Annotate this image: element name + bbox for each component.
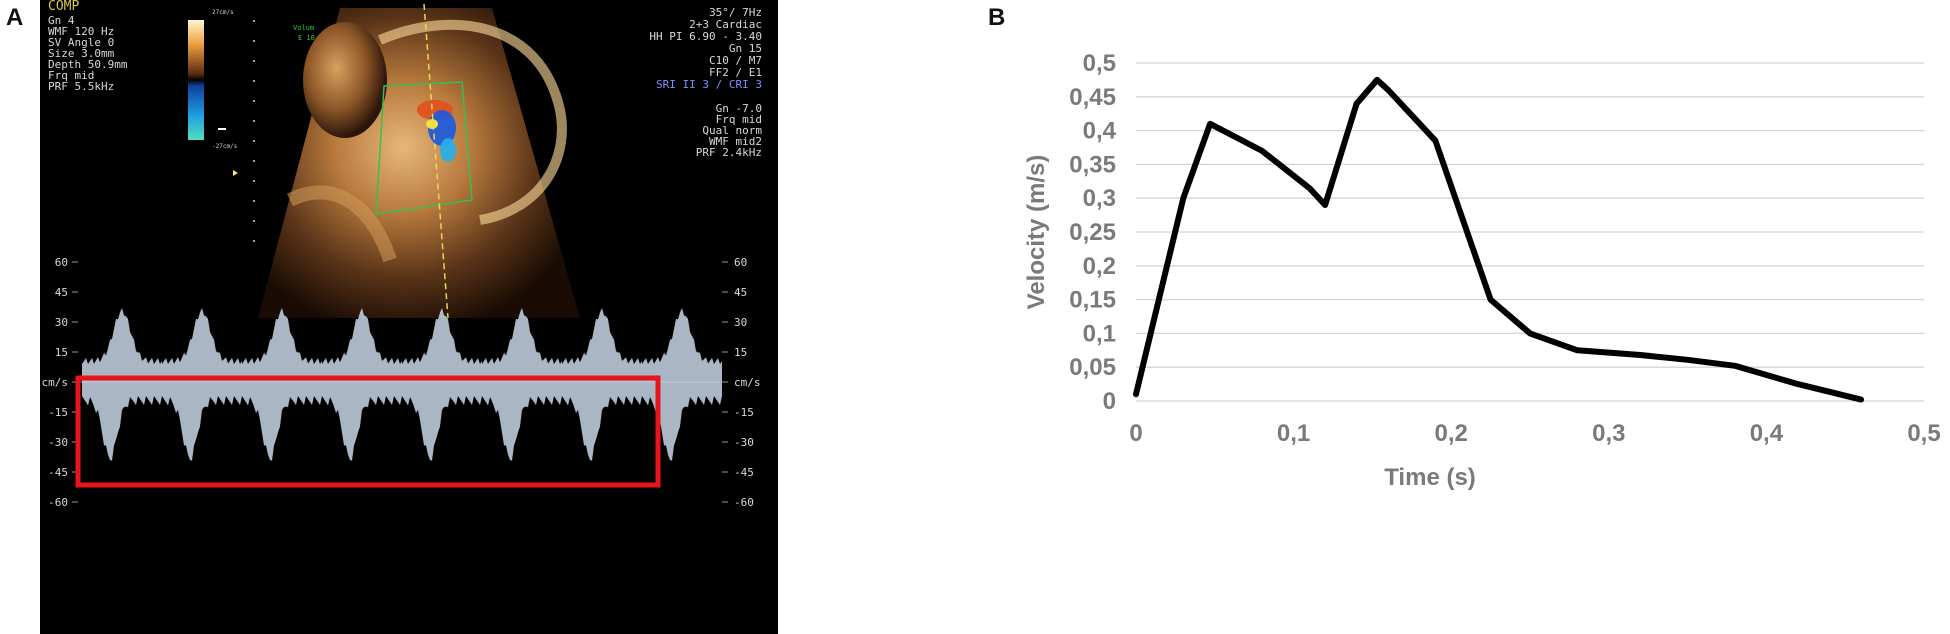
us-setting-right-bottom-0: Gn -7.0 bbox=[716, 102, 762, 115]
doppler-tick-left-8: -60 bbox=[48, 496, 68, 509]
depth-scale-dots bbox=[253, 20, 255, 242]
y-tick-9: 0,45 bbox=[1069, 84, 1116, 111]
doppler-tick-left-6: -30 bbox=[48, 436, 68, 449]
us-setting-right-bottom-2: Qual norm bbox=[702, 124, 762, 137]
color-scale-bar bbox=[188, 20, 204, 140]
fetal-head bbox=[303, 22, 387, 138]
color-scale-bottom-label: -27cm/s bbox=[212, 143, 238, 150]
color-flow-region bbox=[417, 100, 456, 162]
doppler-spectrum bbox=[82, 308, 722, 461]
x-axis-title: Time (s) bbox=[1384, 464, 1476, 491]
x-axis-tick-labels: 0 0,1 0,2 0,3 0,4 0,5 bbox=[1129, 420, 1940, 447]
chart-gridlines bbox=[1136, 62, 1924, 402]
us-setting-left-0: Gn 4 bbox=[48, 14, 75, 27]
y-tick-10: 0,5 bbox=[1083, 50, 1116, 77]
color-doppler-box bbox=[375, 81, 473, 215]
doppler-highlight-box bbox=[75, 375, 661, 488]
velocity-chart: 0 0,05 0,1 0,15 0,2 0,25 0,3 0,35 0,4 0,45 0,5 0 0,… bbox=[1023, 50, 1940, 491]
doppler-tick-right-1: 45 bbox=[734, 286, 747, 299]
doppler-cursor-line bbox=[423, 3, 449, 319]
panel-b-label: B bbox=[988, 4, 1006, 31]
us-setting-right-4: C10 / M7 bbox=[709, 54, 762, 67]
y-tick-2: 0,1 bbox=[1083, 320, 1116, 347]
volume-label-2: E 10 bbox=[298, 34, 315, 42]
doppler-tick-left-1: 45 bbox=[55, 286, 68, 299]
us-setting-left-4: Depth 50.9mm bbox=[48, 58, 128, 71]
doppler-tick-left-7: -45 bbox=[48, 466, 68, 479]
us-setting-left-3: Size 3.0mm bbox=[48, 47, 115, 60]
doppler-tick-right-8: -60 bbox=[734, 496, 754, 509]
y-tick-6: 0,3 bbox=[1083, 185, 1116, 212]
y-axis-title: Velocity (m/s) bbox=[1023, 155, 1050, 310]
us-setting-right-bottom-3: WMF mid2 bbox=[709, 135, 762, 148]
us-setting-right-5: FF2 / E1 bbox=[709, 66, 762, 79]
volume-label-1: Volum bbox=[293, 24, 314, 32]
doppler-tick-right-2: 30 bbox=[734, 316, 747, 329]
y-tick-0: 0 bbox=[1103, 388, 1116, 415]
y-tick-3: 0,15 bbox=[1069, 287, 1116, 314]
us-setting-right-bottom-1: Frq mid bbox=[716, 113, 762, 126]
velocity-series-line bbox=[1133, 76, 1864, 403]
us-title: COMP bbox=[48, 0, 79, 14]
y-tick-7: 0,35 bbox=[1069, 151, 1116, 178]
us-setting-left-2: SV Angle 0 bbox=[48, 36, 114, 49]
panel-a-label: A bbox=[6, 4, 24, 31]
us-setting-left-5: Frq mid bbox=[48, 69, 94, 82]
doppler-tick-right-5: -15 bbox=[734, 406, 754, 419]
x-tick-0: 0 bbox=[1129, 420, 1142, 447]
color-scale-marker bbox=[218, 128, 226, 130]
us-setting-right-0: 35°/ 7Hz bbox=[709, 6, 762, 19]
x-tick-2: 0,2 bbox=[1435, 420, 1468, 447]
x-tick-1: 0,1 bbox=[1277, 420, 1310, 447]
doppler-tick-right-0: 60 bbox=[734, 256, 747, 269]
us-setting-left-6: PRF 5.5kHz bbox=[48, 80, 114, 93]
doppler-tick-right-7: -45 bbox=[734, 466, 754, 479]
doppler-tick-left-3: 15 bbox=[55, 346, 68, 359]
us-setting-right-bottom-4: PRF 2.4kHz bbox=[696, 146, 762, 159]
doppler-tick-left-4: cm/s bbox=[42, 376, 69, 389]
y-tick-4: 0,2 bbox=[1083, 253, 1116, 280]
x-tick-5: 0,5 bbox=[1907, 420, 1940, 447]
doppler-tick-right-3: 15 bbox=[734, 346, 747, 359]
us-setting-left-1: WMF 120 Hz bbox=[48, 25, 114, 38]
y-axis-tick-labels: 0 0,05 0,1 0,15 0,2 0,25 0,3 0,35 0,4 0,45 0,5 bbox=[1069, 50, 1116, 415]
y-tick-5: 0,25 bbox=[1069, 219, 1116, 246]
x-tick-3: 0,3 bbox=[1592, 420, 1625, 447]
color-scale-top-label: 27cm/s bbox=[212, 9, 234, 16]
us-setting-right-2: HH PI 6.90 - 3.40 bbox=[649, 30, 762, 43]
doppler-velocity-scale: 60 45 30 15 cm/s -15 -30 -45 -60 60 45 30 15 cm/s -15 -… bbox=[42, 256, 761, 509]
y-tick-8: 0,4 bbox=[1083, 118, 1117, 145]
us-setting-right-blue: SRI II 3 / CRI 3 bbox=[656, 78, 762, 91]
focus-marker-icon bbox=[233, 170, 238, 176]
us-setting-right-1: 2+3 Cardiac bbox=[689, 18, 762, 31]
doppler-tick-right-4: cm/s bbox=[734, 376, 761, 389]
y-tick-1: 0,05 bbox=[1069, 354, 1116, 381]
fetal-body-arc bbox=[378, 19, 567, 225]
fetal-limb bbox=[286, 185, 397, 263]
doppler-tick-right-6: -30 bbox=[734, 436, 754, 449]
doppler-tick-left-5: -15 bbox=[48, 406, 68, 419]
x-tick-4: 0,4 bbox=[1750, 420, 1784, 447]
us-setting-right-3: Gn 15 bbox=[729, 42, 762, 55]
doppler-tick-left-0: 60 bbox=[55, 256, 68, 269]
doppler-tick-left-2: 30 bbox=[55, 316, 68, 329]
